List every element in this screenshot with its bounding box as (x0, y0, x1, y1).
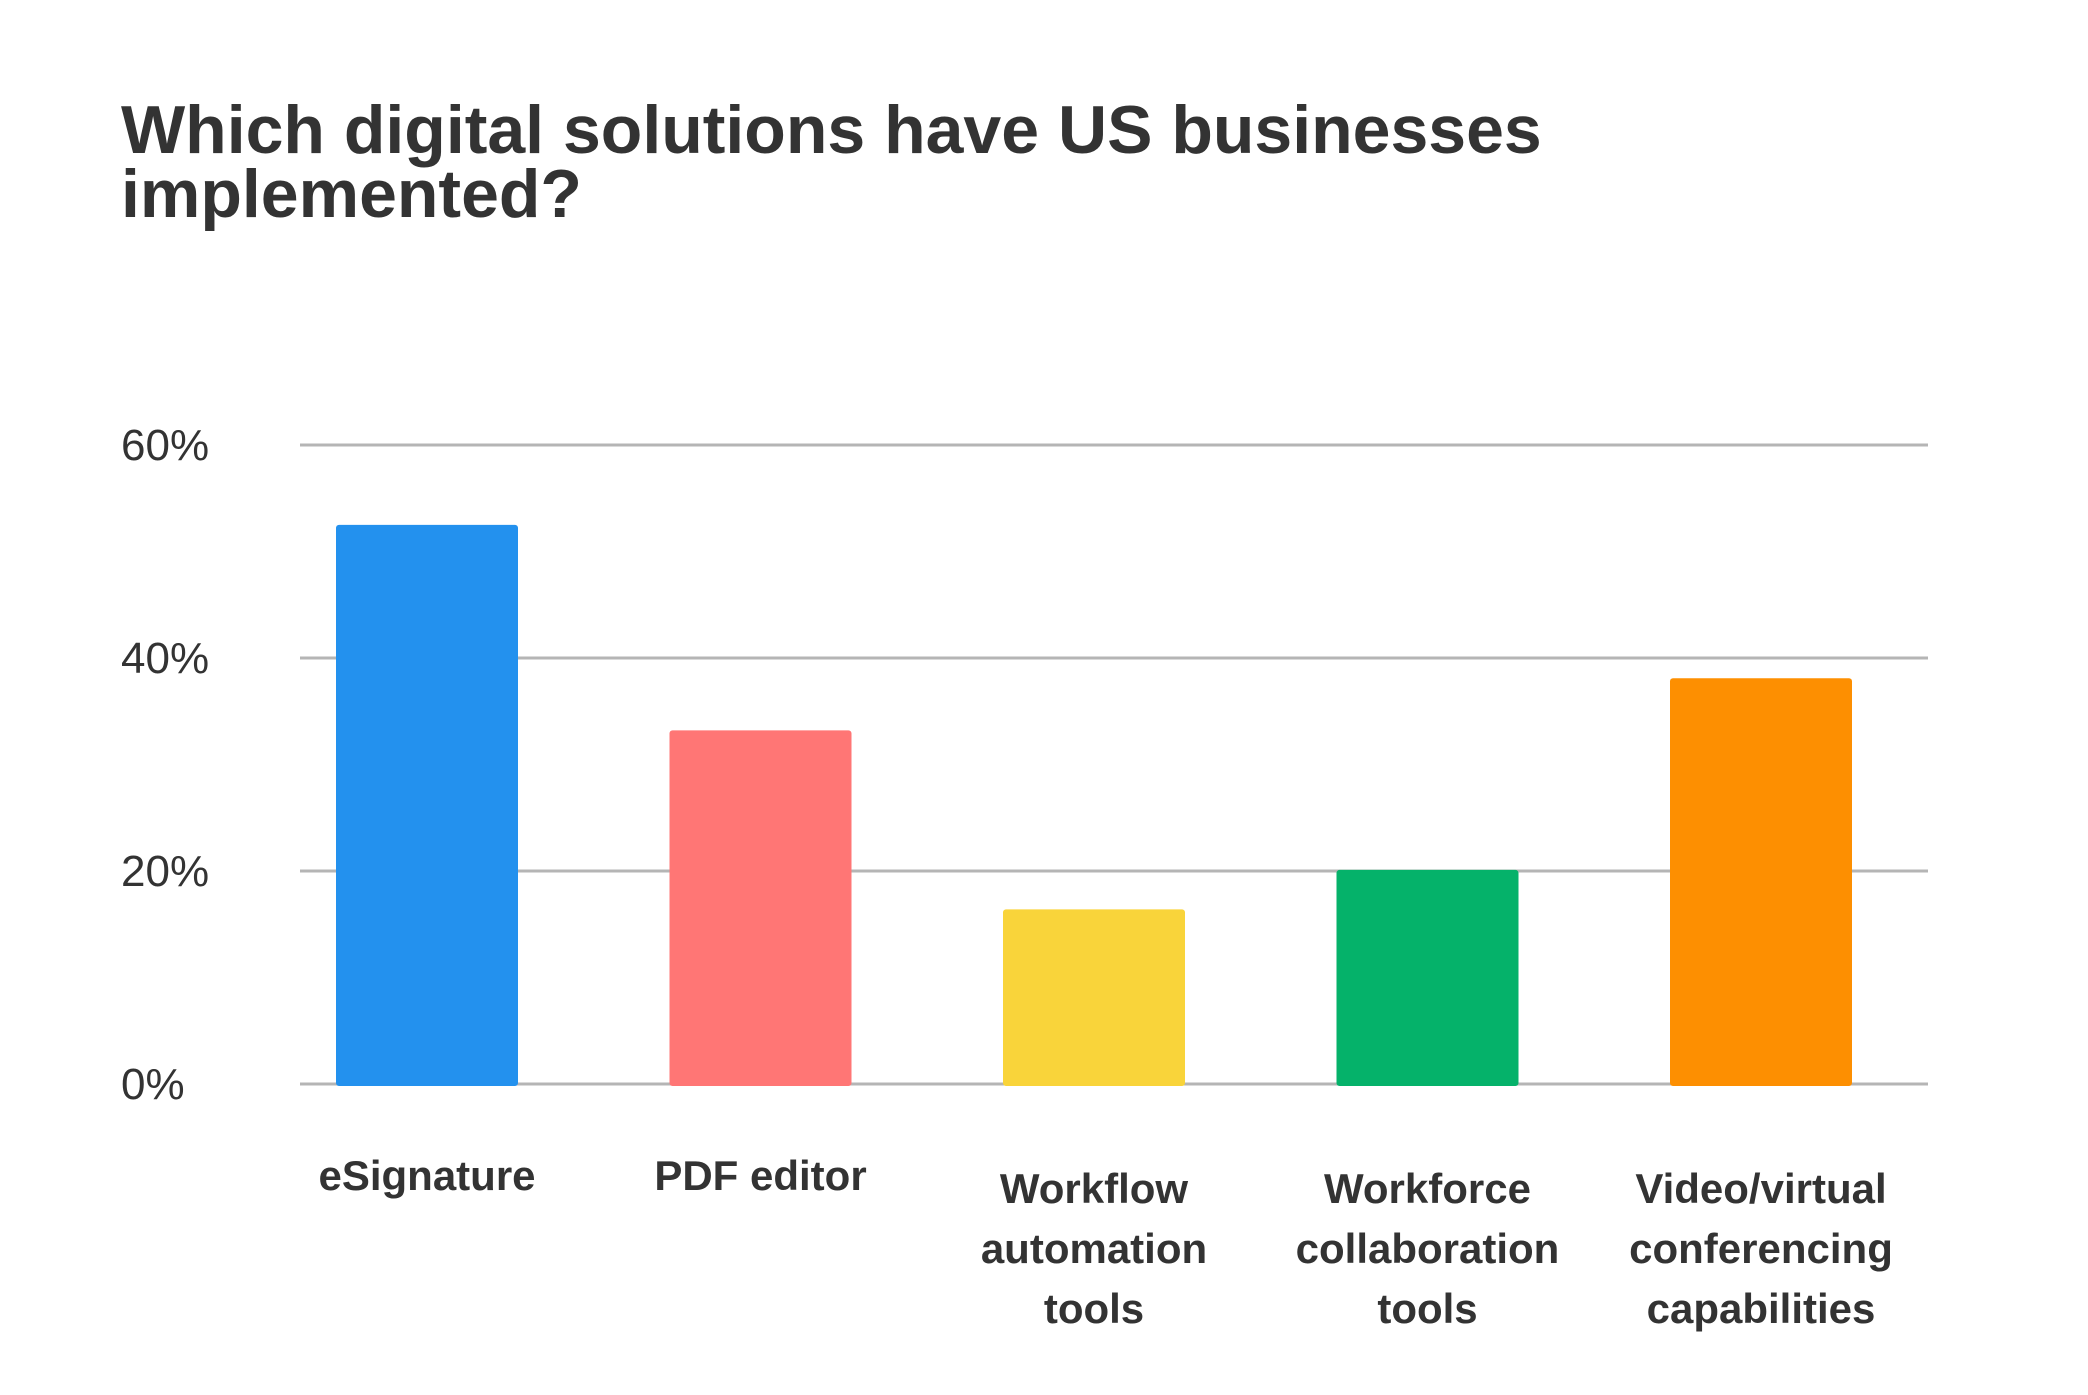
bars (336, 524, 1852, 1086)
x-category-label: Video/virtual conferencing capabilities (1629, 1165, 1893, 1332)
x-axis-labels: eSignature PDF editor Workflow automation to… (318, 1152, 1892, 1332)
bar (669, 730, 852, 1086)
x-category-label-line: tools (1044, 1285, 1144, 1332)
x-category-label-line: Workforce (1324, 1165, 1531, 1212)
x-category-label-line: PDF editor (654, 1152, 866, 1199)
x-category-label-line: Video/virtual (1635, 1165, 1886, 1212)
y-axis-ticks: 0% 20% 40% 60% (121, 421, 209, 1109)
x-category-label-line: capabilities (1647, 1285, 1876, 1332)
bar (1336, 869, 1519, 1086)
x-category-label: Workflow automation tools (981, 1165, 1207, 1332)
y-tick-label: 20% (121, 847, 209, 896)
y-tick-label: 0% (121, 1060, 185, 1109)
bar (1670, 678, 1852, 1086)
x-category-label-line: Workflow (1000, 1165, 1189, 1212)
x-category-label-line: conferencing (1629, 1225, 1893, 1272)
x-category-label: PDF editor (654, 1152, 866, 1199)
x-category-label: eSignature (318, 1152, 535, 1199)
chart-title: Which digital solutions have US business… (121, 92, 1542, 232)
x-category-label-line: collaboration (1296, 1225, 1560, 1272)
x-category-label-line: eSignature (318, 1152, 535, 1199)
y-tick-label: 40% (121, 634, 209, 683)
bar (336, 524, 518, 1086)
y-tick-label: 60% (121, 421, 209, 470)
bar (1003, 909, 1185, 1086)
x-category-label: Workforce collaboration tools (1296, 1165, 1560, 1332)
x-category-label-line: automation (981, 1225, 1207, 1272)
x-category-label-line: tools (1377, 1285, 1477, 1332)
